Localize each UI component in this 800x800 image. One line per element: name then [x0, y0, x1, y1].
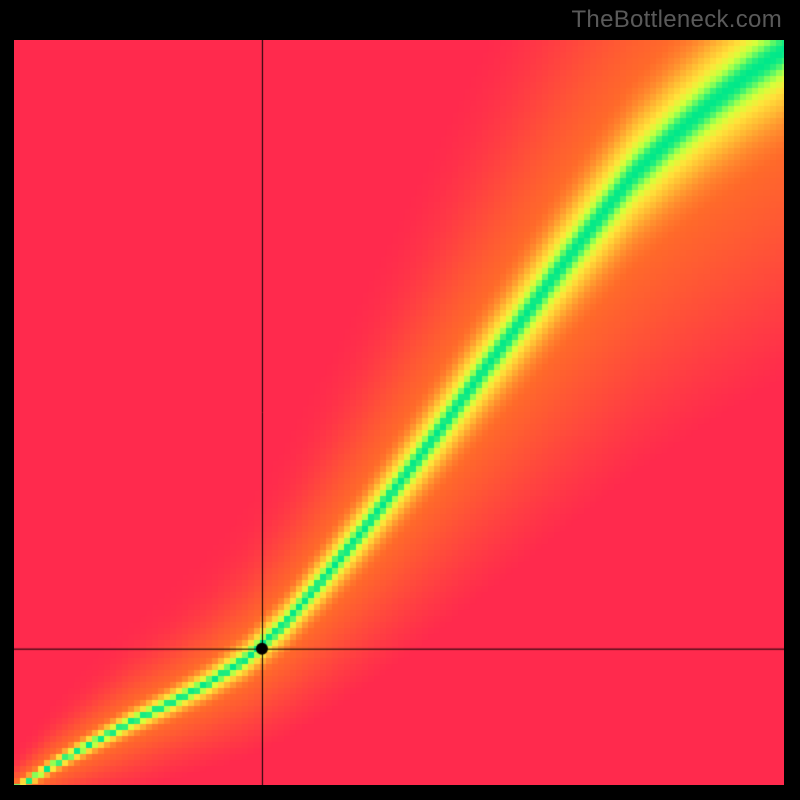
chart-container: { "watermark": { "text": "TheBottleneck.…	[0, 0, 800, 800]
bottleneck-heatmap	[14, 40, 784, 785]
watermark-text: TheBottleneck.com	[571, 6, 782, 34]
